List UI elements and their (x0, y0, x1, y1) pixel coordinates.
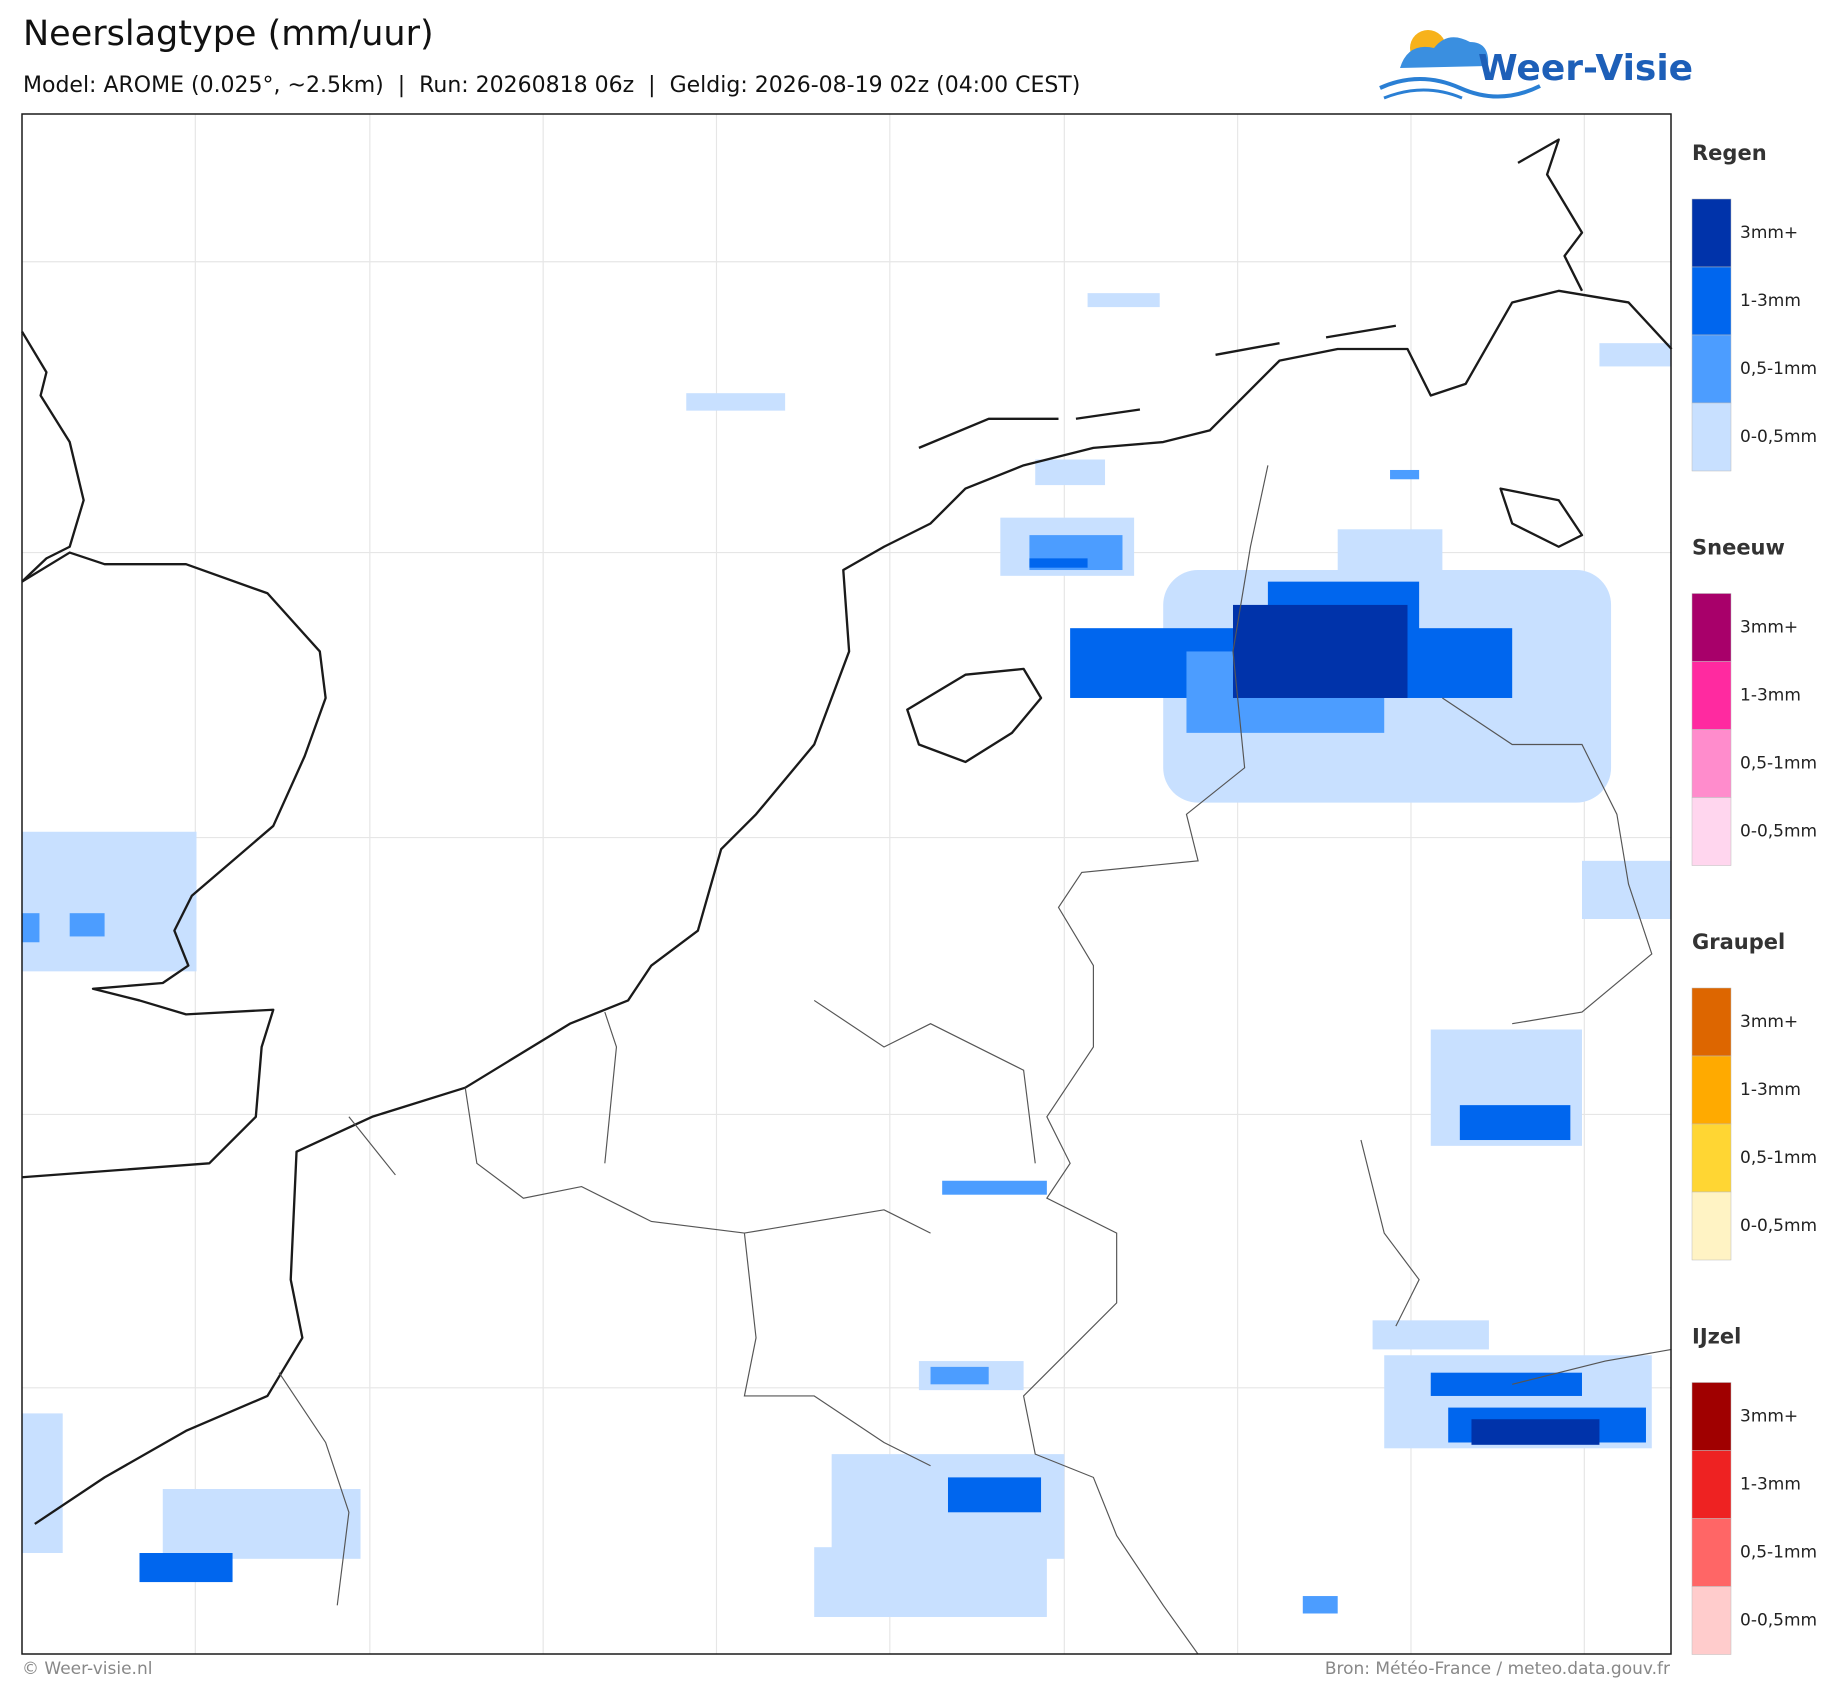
legend-label: 0,5-1mm (1740, 1543, 1817, 1563)
legend-label: 0,5-1mm (1740, 1148, 1817, 1168)
legend-title: Sneeuw (1692, 536, 1785, 560)
legend-swatch (1691, 661, 1732, 730)
legend-label: 1-3mm (1740, 291, 1801, 311)
footer-right: Bron: Météo-France / meteo.data.gouv.fr (1325, 1659, 1670, 1679)
legend-label: 3mm+ (1740, 1012, 1798, 1032)
legend-label: 0-0,5mm (1740, 427, 1817, 447)
legend-swatch (1691, 334, 1732, 404)
legend-swatch (1691, 1382, 1732, 1451)
legend-label: 3mm+ (1740, 1407, 1798, 1427)
subtitle: Model: AROME (0.025°, ~2.5km) | Run: 202… (23, 73, 1080, 98)
logo: Weer-Visie (1379, 30, 1693, 100)
legend-swatch (1691, 1191, 1732, 1261)
legend-label: 0,5-1mm (1740, 754, 1817, 774)
legend-label: 0-0,5mm (1740, 822, 1817, 842)
legend-label: 0,5-1mm (1740, 359, 1817, 379)
legend-label: 0-0,5mm (1740, 1216, 1817, 1236)
legend-title: Regen (1692, 141, 1767, 165)
legend-swatch (1691, 402, 1732, 472)
legend: Regen 3mm+ 1-3mm 0,5-1mm 0-0,5mm Sneeuw 3mm+ 1-… (1691, 141, 1817, 1655)
map (21, 113, 1673, 1655)
borders (278, 465, 1672, 1655)
coastline (21, 551, 327, 1179)
legend-title: IJzel (1692, 1325, 1741, 1349)
precipitation (22, 293, 1672, 1617)
legend-label: 3mm+ (1740, 223, 1798, 243)
legend-swatch (1691, 198, 1732, 268)
legend-swatch (1691, 797, 1732, 866)
legend-swatch (1691, 987, 1732, 1057)
legend-swatch (1691, 1055, 1732, 1125)
legend-label: 1-3mm (1740, 1080, 1801, 1100)
legend-swatch (1691, 1123, 1732, 1193)
legend-label: 0-0,5mm (1740, 1611, 1817, 1631)
legend-label: 1-3mm (1740, 686, 1801, 706)
legend-swatch (1691, 1450, 1732, 1519)
legend-swatch (1691, 729, 1732, 798)
logo-text: Weer-Visie (1478, 48, 1693, 89)
legend-swatch (1691, 266, 1732, 336)
legend-swatch (1691, 1586, 1732, 1655)
legend-swatch (1691, 1518, 1732, 1587)
legend-title: Graupel (1692, 930, 1785, 954)
legend-swatch (1691, 593, 1732, 662)
title: Neerslagtype (mm/uur) (23, 14, 434, 54)
legend-label: 3mm+ (1740, 618, 1798, 638)
legend-label: 1-3mm (1740, 1475, 1801, 1495)
footer-left: © Weer-visie.nl (22, 1659, 152, 1679)
